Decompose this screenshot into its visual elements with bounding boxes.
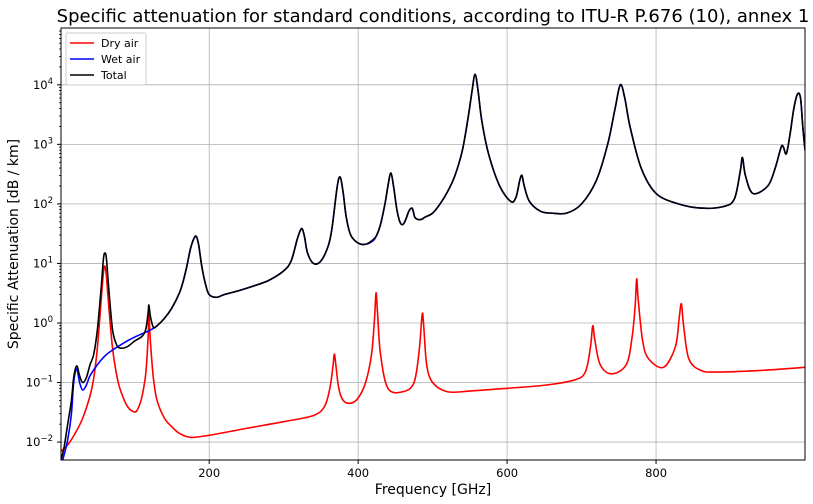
- series-line-total: [61, 73, 805, 460]
- legend: Dry air Wet air Total: [65, 32, 147, 86]
- series-line-dry-air: [61, 265, 805, 452]
- x-axis-label: Frequency [GHz]: [375, 482, 491, 498]
- series-layer: [61, 73, 805, 460]
- y-tick-base: 10: [33, 256, 48, 270]
- chart-title: Specific attenuation for standard condit…: [57, 6, 810, 27]
- y-tick-label: 10−1: [26, 375, 53, 390]
- y-tick-label: 10−2: [26, 434, 53, 449]
- y-tick-base: 10: [33, 316, 48, 330]
- y-tick-label: 104: [33, 77, 53, 92]
- grid-lines: [61, 28, 805, 460]
- y-tick-base: 10: [33, 78, 48, 92]
- x-tick-label: 200: [198, 466, 220, 480]
- y-tick-label: 100: [33, 315, 53, 330]
- plot-frame: [60, 27, 806, 461]
- plot-background: [61, 28, 805, 460]
- plot-area: [60, 27, 806, 461]
- legend-box: [65, 32, 147, 86]
- y-tick-exponent: −1: [40, 375, 53, 385]
- legend-label-total: Total: [100, 69, 127, 82]
- y-axis-label: Specific Attenuation [dB / km]: [6, 139, 22, 349]
- legend-label-wet-air: Wet air: [101, 53, 141, 66]
- y-tick-base: 10: [33, 197, 48, 211]
- legend-label-dry-air: Dry air: [101, 37, 139, 50]
- y-tick-exponent: 1: [48, 255, 53, 265]
- y-tick-label: 103: [33, 136, 53, 151]
- y-tick-label: 102: [33, 196, 53, 211]
- x-tick-label: 800: [645, 466, 667, 480]
- y-tick-exponent: −2: [40, 434, 53, 444]
- y-tick-exponent: 2: [48, 196, 53, 206]
- x-tick-label: 400: [347, 466, 369, 480]
- y-tick-exponent: 3: [48, 136, 53, 146]
- y-tick-base: 10: [33, 137, 48, 151]
- x-axis-ticks: 200 400 600 800: [198, 460, 667, 480]
- y-tick-base: 10: [26, 435, 41, 449]
- y-tick-base: 10: [26, 376, 41, 390]
- y-tick-exponent: 0: [48, 315, 53, 325]
- x-tick-label: 600: [496, 466, 518, 480]
- y-tick-label: 101: [33, 255, 53, 270]
- y-tick-exponent: 4: [48, 77, 53, 87]
